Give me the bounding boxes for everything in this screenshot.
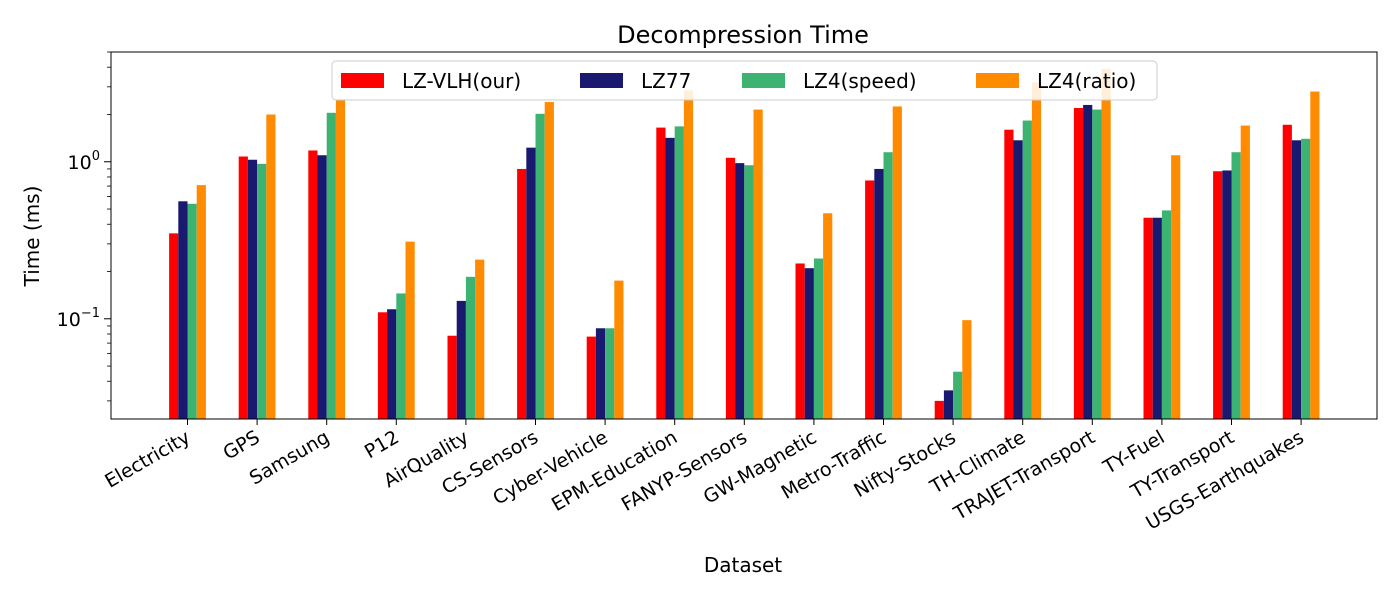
legend-label-LZ4(speed): LZ4(speed) (803, 69, 917, 93)
bar-LZ-VLH(our)-EPM-Education (656, 127, 666, 419)
legend-label-LZ-VLH(our): LZ-VLH(our) (402, 69, 521, 93)
bar-LZ4(speed)-P12 (396, 293, 406, 419)
x-tick-label: P12 (361, 426, 403, 463)
bar-LZ4(ratio)-USGS-Earthquakes (1310, 91, 1320, 419)
x-tick-label: Samsung (246, 426, 333, 489)
legend-label-LZ4(ratio): LZ4(ratio) (1037, 69, 1136, 93)
bar-LZ-VLH(our)-P12 (377, 312, 388, 419)
x-tick-label: GPS (219, 426, 263, 464)
bar-LZ77-AirQuality (456, 300, 466, 419)
bar-LZ4(speed)-FANYP-Sensors (744, 165, 754, 419)
bar-LZ4(speed)-GPS (257, 163, 267, 419)
chart-title: Decompression Time (617, 21, 869, 49)
bar-LZ-VLH(our)-Metro-Traffic (865, 180, 875, 419)
bar-LZ4(speed)-TH-Climate (1022, 120, 1032, 419)
x-axis-label: Dataset (704, 553, 782, 577)
bar-LZ4(ratio)-CS-Sensors (544, 102, 554, 420)
bar-LZ4(speed)-AirQuality (465, 276, 476, 419)
legend: LZ-VLH(our) LZ77 LZ4(speed) LZ4(ratio) (331, 60, 1158, 101)
bar-LZ-VLH(our)-TRAJET-Transport (1073, 107, 1084, 420)
bar-LZ4(speed)-Nifty-Stocks (953, 371, 963, 419)
bar-LZ77-Metro-Traffic (874, 168, 884, 419)
bar-LZ-VLH(our)-CS-Sensors (517, 168, 527, 419)
bar-LZ4(ratio)-AirQuality (475, 259, 485, 419)
bar-LZ4(ratio)-TH-Climate (1031, 82, 1042, 420)
bar-LZ-VLH(our)-USGS-Earthquakes (1282, 124, 1292, 420)
bar-LZ-VLH(our)-AirQuality (447, 335, 457, 419)
bar-LZ77-Nifty-Stocks (943, 390, 954, 419)
bar-LZ4(speed)-TRAJET-Transport (1092, 109, 1102, 420)
bar-LZ4(speed)-TY-Fuel (1161, 210, 1172, 419)
bar-LZ4(ratio)-Metro-Traffic (892, 106, 902, 419)
bar-LZ77-CS-Sensors (526, 147, 536, 419)
y-tick-label: 100 (68, 149, 100, 174)
bar-LZ-VLH(our)-TY-Fuel (1143, 217, 1153, 419)
bar-LZ77-EPM-Education (665, 137, 675, 419)
bar-LZ4(speed)-Metro-Traffic (883, 152, 893, 419)
bar-LZ4(ratio)-Cyber-Vehicle (614, 280, 624, 419)
x-tick-label: Electricity (101, 426, 194, 492)
y-tick-label: 10−1 (57, 306, 100, 331)
bar-LZ4(ratio)-EPM-Education (683, 90, 694, 419)
bar-LZ4(speed)-Cyber-Vehicle (605, 328, 615, 419)
bar-LZ77-GPS (247, 159, 258, 420)
y-axis-ticks: 10−1 100 (57, 51, 111, 402)
bar-LZ77-GW-Magnetic (804, 268, 814, 419)
legend-swatch-LZ77 (580, 73, 623, 88)
bar-LZ77-TY-Transport (1222, 170, 1232, 419)
bar-LZ4(speed)-USGS-Earthquakes (1301, 138, 1311, 419)
bar-LZ4(ratio)-TY-Fuel (1171, 155, 1181, 419)
bar-LZ77-TY-Fuel (1152, 217, 1162, 419)
bar-LZ4(ratio)-FANYP-Sensors (753, 109, 763, 420)
bar-LZ4(ratio)-GPS (266, 114, 276, 420)
legend-swatch-LZ-VLH(our) (341, 73, 384, 88)
bar-LZ77-FANYP-Sensors (735, 163, 745, 419)
bar-LZ-VLH(our)-GW-Magnetic (795, 263, 805, 419)
bar-LZ-VLH(our)-TY-Transport (1213, 171, 1223, 419)
bar-LZ4(ratio)-P12 (405, 241, 415, 419)
bar-LZ-VLH(our)-Samsung (308, 150, 318, 419)
bar-LZ-VLH(our)-GPS (238, 156, 248, 419)
bar-LZ77-Cyber-Vehicle (595, 328, 606, 419)
legend-label-LZ77: LZ77 (641, 69, 691, 93)
bar-LZ77-TH-Climate (1013, 140, 1023, 420)
bars-group (169, 68, 1320, 420)
bar-LZ4(speed)-Electricity (187, 203, 197, 419)
bar-LZ4(ratio)-TY-Transport (1240, 125, 1250, 419)
bar-LZ4(ratio)-TRAJET-Transport (1101, 68, 1111, 419)
bar-LZ77-TRAJET-Transport (1083, 104, 1093, 419)
bar-LZ4(ratio)-Samsung (335, 99, 346, 420)
bar-LZ-VLH(our)-Electricity (169, 233, 179, 419)
bar-LZ4(speed)-CS-Sensors (535, 113, 545, 419)
bar-LZ-VLH(our)-Cyber-Vehicle (586, 336, 596, 419)
bar-LZ-VLH(our)-Nifty-Stocks (934, 400, 944, 419)
bar-LZ4(speed)-TY-Transport (1231, 152, 1241, 419)
bar-LZ4(speed)-Samsung (326, 112, 336, 420)
bar-LZ4(speed)-GW-Magnetic (813, 258, 824, 419)
bar-LZ77-Electricity (178, 201, 188, 419)
bar-LZ-VLH(our)-TH-Climate (1004, 129, 1014, 419)
bar-LZ77-USGS-Earthquakes (1291, 140, 1302, 420)
bar-LZ77-P12 (387, 309, 397, 419)
bar-LZ77-Samsung (317, 155, 327, 419)
legend-swatch-LZ4(speed) (742, 73, 785, 88)
y-axis-label: Time (ms) (20, 186, 44, 288)
bar-LZ4(speed)-EPM-Education (674, 126, 684, 419)
legend-swatch-LZ4(ratio) (976, 73, 1019, 88)
bar-LZ4(ratio)-GW-Magnetic (823, 213, 833, 419)
bar-LZ4(ratio)-Electricity (196, 185, 206, 419)
bar-LZ4(ratio)-Nifty-Stocks (962, 320, 972, 419)
bar-LZ-VLH(our)-FANYP-Sensors (725, 157, 736, 419)
